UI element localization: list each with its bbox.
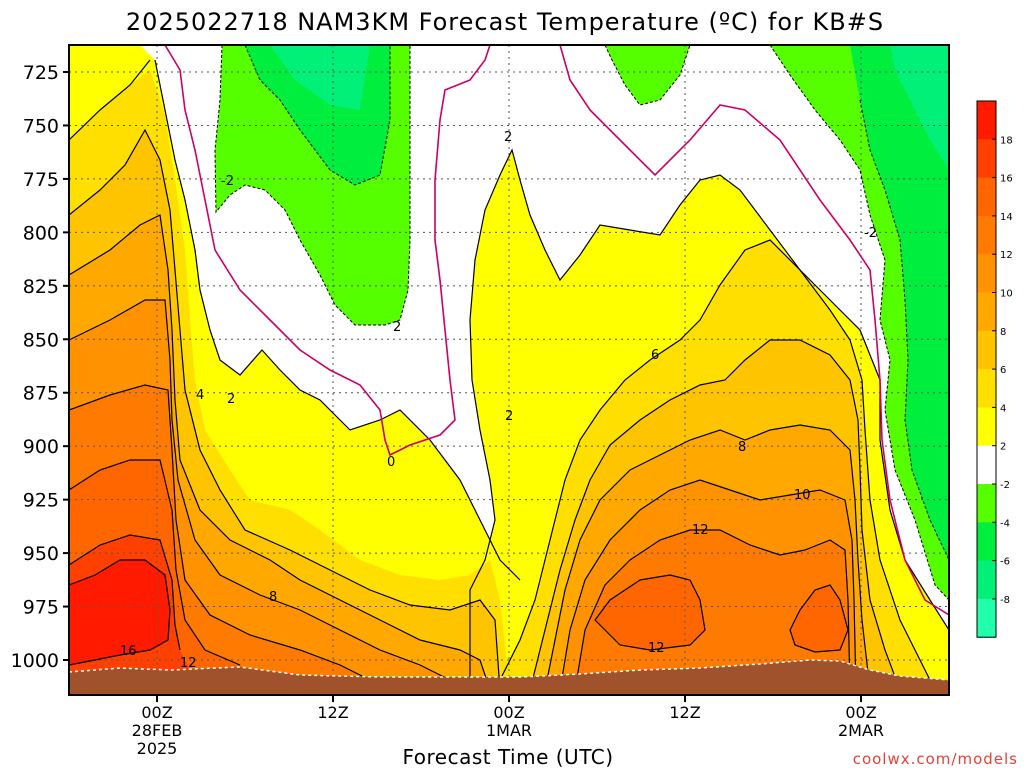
- y-tick-label: 900: [23, 436, 59, 458]
- x-tick-label: 12Z: [669, 703, 700, 722]
- contour-label: 4: [196, 388, 204, 403]
- y-tick-label: 950: [23, 543, 59, 565]
- y-tick-label: 850: [23, 329, 59, 351]
- colorbar-swatch: [977, 330, 996, 370]
- cold-contours: [214, 45, 949, 601]
- contour-labels: -2 2 -2 2 2 0 4 2 8 6 8 10 12 12 16 12: [120, 130, 877, 671]
- contour-label: 8: [738, 440, 746, 455]
- contour-label: -2: [864, 226, 877, 241]
- contour-label: 12: [692, 523, 709, 538]
- grid-lines: [69, 45, 949, 695]
- x-tick-label: 12Z: [317, 703, 348, 722]
- contour-label: -2: [221, 174, 234, 189]
- colorbar-label: -8: [1000, 595, 1010, 606]
- colorbar: 18 16 14 12 10 8 6 4 2 -2 -4 -6 -8: [976, 100, 1013, 638]
- colorbar-label: -6: [1000, 557, 1010, 568]
- colorbar-swatch: [977, 522, 996, 562]
- zero-isotherm: [164, 45, 949, 616]
- x-tick-label: 28FEB: [132, 721, 183, 740]
- colorbar-label: 14: [1000, 212, 1013, 223]
- colorbar-swatch: [977, 101, 996, 140]
- y-axis: 725 750 775 800 825 850 875 900 925 950 975 1000: [11, 62, 69, 672]
- colorbar-label: 16: [1000, 174, 1013, 185]
- colorbar-label: -2: [1000, 480, 1010, 491]
- colorbar-swatch: [977, 598, 996, 638]
- contour-label: 12: [648, 641, 665, 656]
- x-tick-label: 1MAR: [486, 721, 532, 740]
- colorbar-swatch: [977, 560, 996, 600]
- x-tick-label: 00Z: [493, 703, 524, 722]
- colorbar-swatch: [977, 139, 996, 179]
- chart-title: 2025022718 NAM3KM Forecast Temperature (…: [126, 8, 884, 36]
- contour-label: 6: [651, 348, 659, 363]
- colorbar-label: 4: [1000, 403, 1006, 414]
- x-axis-title: Forecast Time (UTC): [402, 745, 613, 768]
- x-tick-label: 2025: [137, 739, 178, 758]
- colorbar-swatch: [977, 215, 996, 255]
- y-tick-label: 825: [23, 276, 59, 298]
- colorbar-label: 6: [1000, 365, 1006, 376]
- contour-label: 10: [794, 488, 811, 503]
- contour-label: 2: [393, 320, 401, 335]
- contour-label: 2: [505, 409, 513, 424]
- plot-area: [69, 45, 949, 695]
- contour-lines: [69, 59, 949, 691]
- contour-label: 8: [269, 590, 277, 605]
- colorbar-label: 12: [1000, 250, 1013, 261]
- y-tick-label: 925: [23, 490, 59, 512]
- x-tick-label: 2MAR: [838, 721, 884, 740]
- y-tick-label: 775: [23, 169, 59, 191]
- colorbar-swatch: [977, 292, 996, 332]
- colorbar-swatch: [977, 445, 996, 485]
- colorbar-swatch: [977, 177, 996, 217]
- contour-label: 2: [227, 392, 235, 407]
- colorbar-swatch: [977, 484, 996, 523]
- contour-label: 2: [504, 130, 512, 145]
- y-tick-label: 875: [23, 383, 59, 405]
- colorbar-label: 18: [1000, 135, 1013, 146]
- credit-text: coolwx.com/models: [853, 750, 1018, 768]
- colorbar-label: -4: [1000, 518, 1010, 529]
- y-tick-label: 750: [23, 115, 59, 137]
- colorbar-label: 8: [1000, 327, 1006, 338]
- y-tick-label: 800: [23, 222, 59, 244]
- contour-label: 16: [120, 644, 137, 659]
- colorbar-label: 2: [1000, 442, 1006, 453]
- colorbar-swatch: [977, 407, 996, 447]
- y-tick-label: 725: [23, 62, 59, 84]
- y-tick-label: 1000: [11, 650, 59, 672]
- colorbar-label: 10: [1000, 289, 1013, 300]
- x-tick-label: 00Z: [141, 703, 172, 722]
- contour-label: 0: [387, 455, 395, 470]
- x-tick-label: 00Z: [845, 703, 876, 722]
- colorbar-swatch: [977, 369, 996, 408]
- contour-label: 12: [180, 656, 197, 671]
- colorbar-swatch: [977, 254, 996, 293]
- y-tick-label: 975: [23, 597, 59, 619]
